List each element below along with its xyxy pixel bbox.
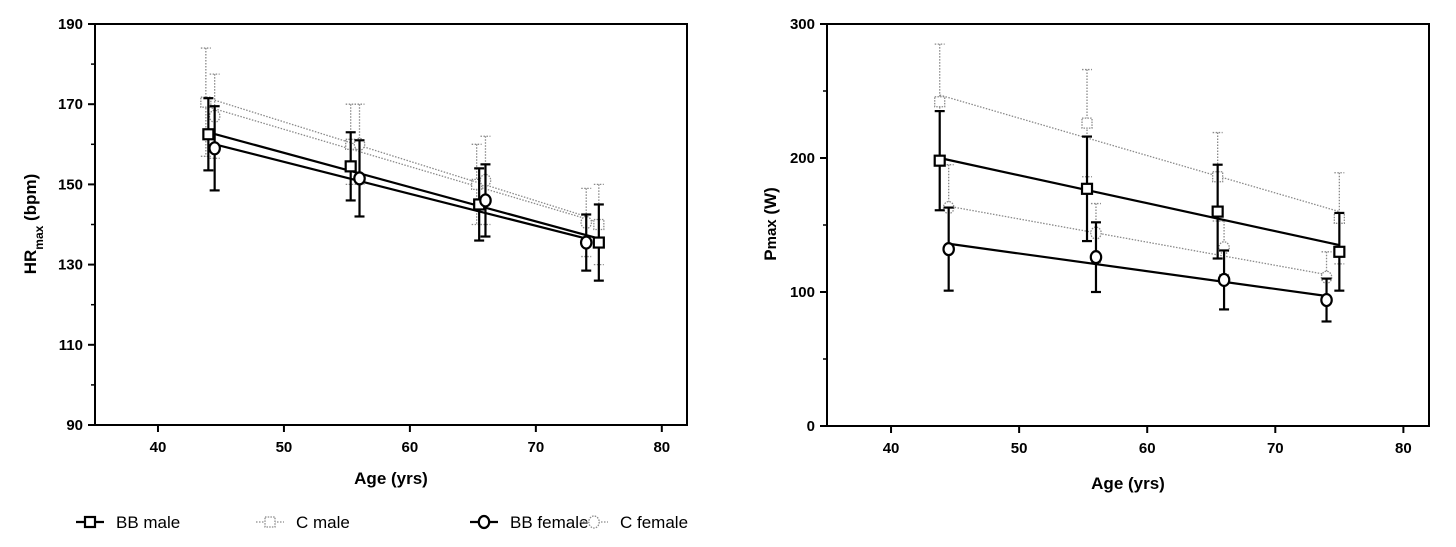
legend-item-c-female: C female	[580, 513, 688, 532]
chart-left-bb-male-point	[344, 160, 357, 173]
legend-item-bb-male: BB male	[76, 513, 180, 532]
chart-right-bb-female-point	[1089, 250, 1103, 265]
chart-right-c-female-fit-line	[948, 205, 1327, 276]
chart-right-bb-female-point	[1217, 272, 1231, 288]
chart-left-bb-male-point	[592, 236, 605, 249]
chart-right-y-axis-title: Pmax (W)	[761, 187, 780, 260]
chart-left-bb-female-series	[208, 105, 593, 272]
legend-square-marker	[83, 515, 97, 529]
chart-right-bb-male-point	[1333, 245, 1346, 258]
chart-left-x-tick-label: 60	[402, 439, 419, 456]
legend-label: C male	[296, 513, 350, 532]
chart-left-bb-male-fit-line	[208, 131, 600, 240]
chart-right-y-tick-label: 0	[807, 418, 815, 435]
legend-square-marker	[264, 516, 276, 528]
chart-right-x-tick-label: 80	[1395, 440, 1412, 457]
chart-right-bb-male-series	[933, 109, 1346, 292]
legend-item-bb-female: BB female	[470, 513, 588, 532]
legend-circle-marker	[588, 515, 600, 529]
chart-right-bb-female-point	[1320, 292, 1333, 308]
chart-left-x-axis-title: Age (yrs)	[354, 469, 428, 488]
chart-right-bb-male-point	[1080, 182, 1094, 195]
chart-right-series	[933, 43, 1346, 323]
chart-right-x-axis-title: Age (yrs)	[1091, 474, 1165, 493]
legend-circle-marker	[477, 514, 491, 530]
chart-left-bb-female-point	[208, 141, 221, 156]
chart-right-bb-female-series	[942, 206, 1333, 323]
chart-left-x-tick-label: 50	[276, 439, 293, 456]
chart-left-bb-female-fit-line	[214, 143, 587, 240]
chart-left-bb-female-point	[579, 235, 593, 250]
chart-right-y-axis-title-sub: max	[763, 219, 780, 250]
chart-right-y-tick-label: 200	[790, 150, 815, 167]
chart-left: 40 50 60 70 80 90 110 130 150 170 190 Age (yrs) HR…	[21, 16, 688, 488]
chart-left-y-axis-title-main: HR	[21, 250, 40, 275]
chart-right-bb-male-point	[1211, 205, 1224, 218]
chart-right-x-tick-label: 40	[883, 440, 900, 457]
chart-left-y-axis-title: HRmax (bpm)	[21, 174, 46, 275]
chart-left-y-axis-title-unit: (bpm)	[21, 174, 40, 226]
chart-left-x-tick-label: 40	[150, 439, 167, 456]
chart-left-y-tick-label: 190	[58, 16, 83, 33]
chart-right-bb-female-point	[942, 242, 955, 257]
chart-right-c-male-series	[934, 43, 1345, 265]
chart-right-c-female-series	[942, 164, 1333, 304]
chart-left-c-male-point	[200, 96, 212, 108]
chart-right-y-tick-label: 300	[790, 16, 815, 33]
chart-left-x-tick-label: 80	[653, 439, 670, 456]
chart-left-bb-female-point	[353, 171, 366, 186]
chart-right-c-male-point	[1081, 117, 1093, 129]
chart-right-bb-male-fit-line	[939, 156, 1340, 247]
chart-right-bb-male-point	[933, 154, 946, 167]
chart-left-y-tick-label: 90	[66, 417, 83, 434]
chart-left-bb-male-point	[202, 128, 215, 141]
chart-left-bb-female-point	[479, 193, 492, 208]
legend-label: C female	[620, 513, 688, 532]
legend-label: BB male	[116, 513, 180, 532]
chart-right-ticks: 40 50 60 70 80 0 100 200 300	[790, 16, 1412, 457]
chart-right: 40 50 60 70 80 0 100 200 300 Age (yrs) Pmax (W)	[761, 16, 1430, 493]
legend-item-c-male: C male	[256, 513, 350, 532]
chart-left-c-female-series	[208, 73, 593, 258]
chart-left-y-tick-label: 170	[58, 96, 83, 113]
chart-right-c-male-point	[934, 96, 946, 108]
chart-left-ticks: 40 50 60 70 80 90 110 130 150 170 190	[58, 16, 670, 456]
chart-left-c-female-fit-line	[214, 99, 587, 218]
chart-left-y-axis-title-sub: max	[32, 225, 46, 249]
chart-left-c-male-fit-line	[205, 105, 600, 224]
chart-right-y-axis-title-unit: (W)	[761, 187, 780, 219]
chart-left-y-tick-label: 130	[58, 257, 83, 274]
legend-label: BB female	[510, 513, 588, 532]
chart-right-y-tick-label: 100	[790, 284, 815, 301]
chart-left-bb-male-series	[202, 97, 605, 282]
chart-right-c-male-fit-line	[939, 94, 1340, 213]
chart-right-x-tick-label: 50	[1011, 440, 1028, 457]
chart-left-y-tick-label: 110	[59, 337, 83, 354]
chart-right-x-tick-label: 70	[1267, 440, 1284, 457]
chart-left-x-tick-label: 70	[528, 439, 545, 456]
chart-right-x-tick-label: 60	[1139, 440, 1156, 457]
legend: BB male C male BB female C female	[76, 513, 688, 532]
chart-left-y-tick-label: 150	[58, 176, 83, 193]
chart-left-series	[200, 47, 605, 282]
chart-right-y-axis-title-main: P	[761, 249, 780, 260]
chart-right-bb-female-fit-line	[948, 242, 1327, 298]
